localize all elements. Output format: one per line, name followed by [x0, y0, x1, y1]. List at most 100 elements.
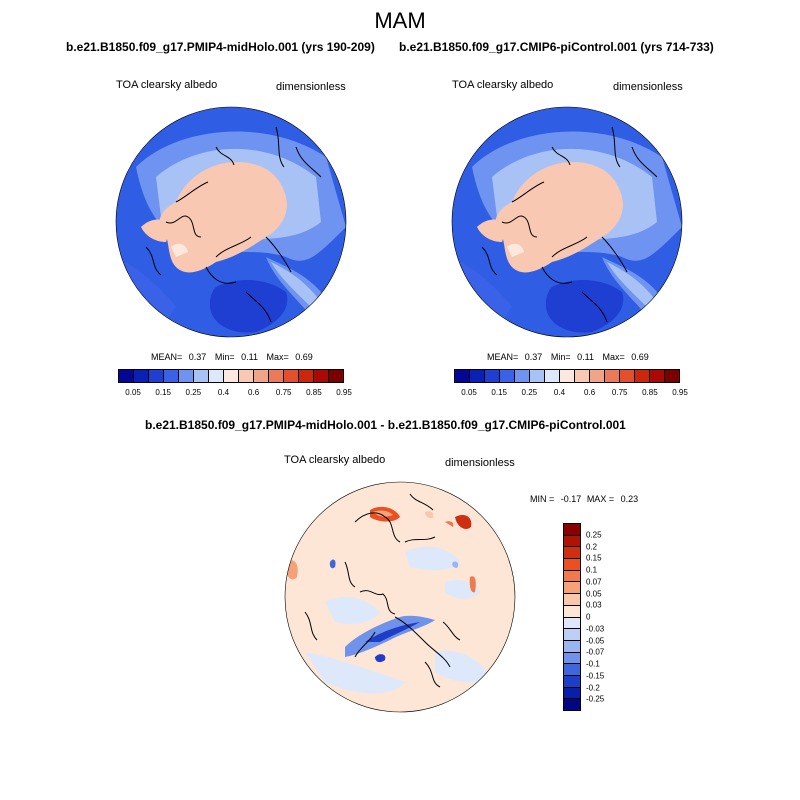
colorbar-tick-label: -0.03: [586, 624, 605, 634]
colorbar-swatch: [485, 370, 500, 382]
diff-units-label: dimensionless: [445, 457, 515, 469]
colorbar-swatch: [564, 582, 580, 595]
colorbar-swatch: [564, 664, 580, 676]
colorbar-swatch: [575, 370, 590, 382]
colorbar-swatch: [564, 652, 580, 665]
colorbar-swatch: [254, 370, 269, 382]
left-mean-label: MEAN=: [151, 352, 183, 362]
colorbar-swatch: [179, 370, 194, 382]
diff-min-value: -0.17: [560, 494, 582, 504]
diff-case-title: b.e21.B1850.f09_g17.PMIP4-midHolo.001 - …: [145, 418, 626, 432]
right-mean-label: MEAN=: [487, 352, 519, 362]
colorbar-tick-label: 0.03: [586, 600, 602, 610]
colorbar-swatch: [605, 370, 620, 382]
colorbar-swatch: [564, 699, 580, 710]
left-min-value: 0.11: [241, 352, 258, 362]
colorbar-swatch: [455, 370, 470, 382]
diff-max-value: 0.23: [620, 494, 639, 504]
colorbar-swatch: [564, 547, 580, 560]
colorbar-tick-label: 0.6: [584, 388, 596, 397]
colorbar-tick-label: 0.05: [461, 388, 477, 397]
diff-colorbar: [563, 523, 581, 711]
right-colorbar: [454, 369, 680, 383]
colorbar-swatch: [564, 570, 580, 583]
colorbar-tick-label: 0.95: [672, 388, 688, 397]
left-variable-label: TOA clearsky albedo: [116, 79, 218, 91]
colorbar-tick-label: -0.25: [586, 694, 605, 704]
figure-title: MAM: [374, 8, 426, 33]
colorbar-swatch: [564, 629, 580, 641]
colorbar-swatch: [650, 370, 665, 382]
left-mean-value: 0.37: [188, 352, 207, 362]
left-colorbar-ticks: 0.05 0.15 0.25 0.4 0.6 0.75 0.85 0.95: [118, 388, 352, 398]
colorbar-swatch: [560, 370, 575, 382]
colorbar-swatch: [635, 370, 650, 382]
colorbar-tick-label: 0.95: [336, 388, 352, 397]
colorbar-swatch: [515, 370, 530, 382]
colorbar-tick-label: 0.85: [306, 388, 322, 397]
colorbar-tick-label: 0.15: [586, 553, 602, 563]
colorbar-swatch: [564, 617, 580, 630]
colorbar-tick-label: 0.25: [185, 388, 202, 397]
colorbar-swatch: [134, 370, 149, 382]
left-case-title: b.e21.B1850.f09_g17.PMIP4-midHolo.001 (y…: [66, 40, 375, 54]
colorbar-swatch: [564, 559, 580, 571]
colorbar-tick-label: -0.15: [586, 671, 605, 681]
right-max-value: 0.69: [631, 352, 649, 362]
colorbar-swatch: [299, 370, 314, 382]
right-colorbar-ticks: 0.05 0.15 0.25 0.4 0.6 0.75 0.85 0.95: [454, 388, 688, 398]
colorbar-tick-label: 0.15: [155, 388, 171, 397]
colorbar-swatch: [239, 370, 254, 382]
colorbar-swatch: [564, 605, 580, 618]
right-mean-value: 0.37: [524, 352, 543, 362]
colorbar-swatch: [564, 524, 580, 536]
right-min-label: Min=: [550, 352, 571, 362]
right-max-label: Max=: [602, 352, 625, 362]
left-units-label: dimensionless: [276, 81, 346, 93]
colorbar-swatch: [590, 370, 605, 382]
colorbar-swatch: [530, 370, 545, 382]
colorbar-swatch: [329, 370, 343, 382]
colorbar-swatch: [269, 370, 284, 382]
diff-variable-label: TOA clearsky albedo: [284, 454, 386, 466]
diff-polar-map: [285, 482, 515, 712]
colorbar-tick-label: 0.15: [491, 388, 507, 397]
colorbar-tick-label: 0.75: [611, 388, 628, 397]
left-min-label: Min=: [214, 352, 235, 362]
colorbar-swatch: [470, 370, 485, 382]
left-max-value: 0.69: [295, 352, 313, 362]
left-polar-map: [116, 107, 346, 337]
colorbar-swatch: [314, 370, 329, 382]
colorbar-swatch: [564, 594, 580, 606]
colorbar-swatch: [564, 640, 580, 653]
colorbar-swatch: [620, 370, 635, 382]
colorbar-tick-label: 0.1: [586, 565, 598, 575]
right-min-value: 0.11: [577, 352, 594, 362]
colorbar-swatch: [545, 370, 560, 382]
colorbar-tick-label: -0.05: [586, 636, 605, 645]
colorbar-swatch: [164, 370, 179, 382]
colorbar-tick-label: 0.05: [586, 589, 602, 598]
colorbar-swatch: [119, 370, 134, 382]
colorbar-tick-label: 0.25: [521, 388, 538, 397]
colorbar-swatch: [564, 687, 580, 700]
colorbar-tick-label: 0.85: [642, 388, 658, 397]
left-stats: MEAN= 0.37 Min= 0.11 Max= 0.69: [151, 352, 313, 362]
colorbar-tick-label: 0.4: [553, 388, 566, 397]
colorbar-swatch: [224, 370, 239, 382]
colorbar-swatch: [665, 370, 679, 382]
colorbar-swatch: [284, 370, 299, 382]
right-units-label: dimensionless: [613, 81, 683, 93]
colorbar-swatch: [149, 370, 164, 382]
colorbar-swatch: [564, 535, 580, 548]
colorbar-tick-label: 0.4: [217, 388, 230, 397]
colorbar-tick-label: 0.6: [248, 388, 260, 397]
colorbar-tick-label: -0.07: [586, 647, 605, 657]
diff-max-label: MAX =: [586, 494, 615, 504]
diff-min-label: MIN =: [530, 494, 555, 504]
colorbar-swatch: [500, 370, 515, 382]
colorbar-tick-label: 0.25: [586, 530, 602, 540]
colorbar-tick-label: 0.05: [125, 388, 141, 397]
diff-minmax: MIN = -0.17 MAX = 0.23: [530, 494, 638, 504]
colorbar-tick-label: 0: [586, 612, 591, 622]
